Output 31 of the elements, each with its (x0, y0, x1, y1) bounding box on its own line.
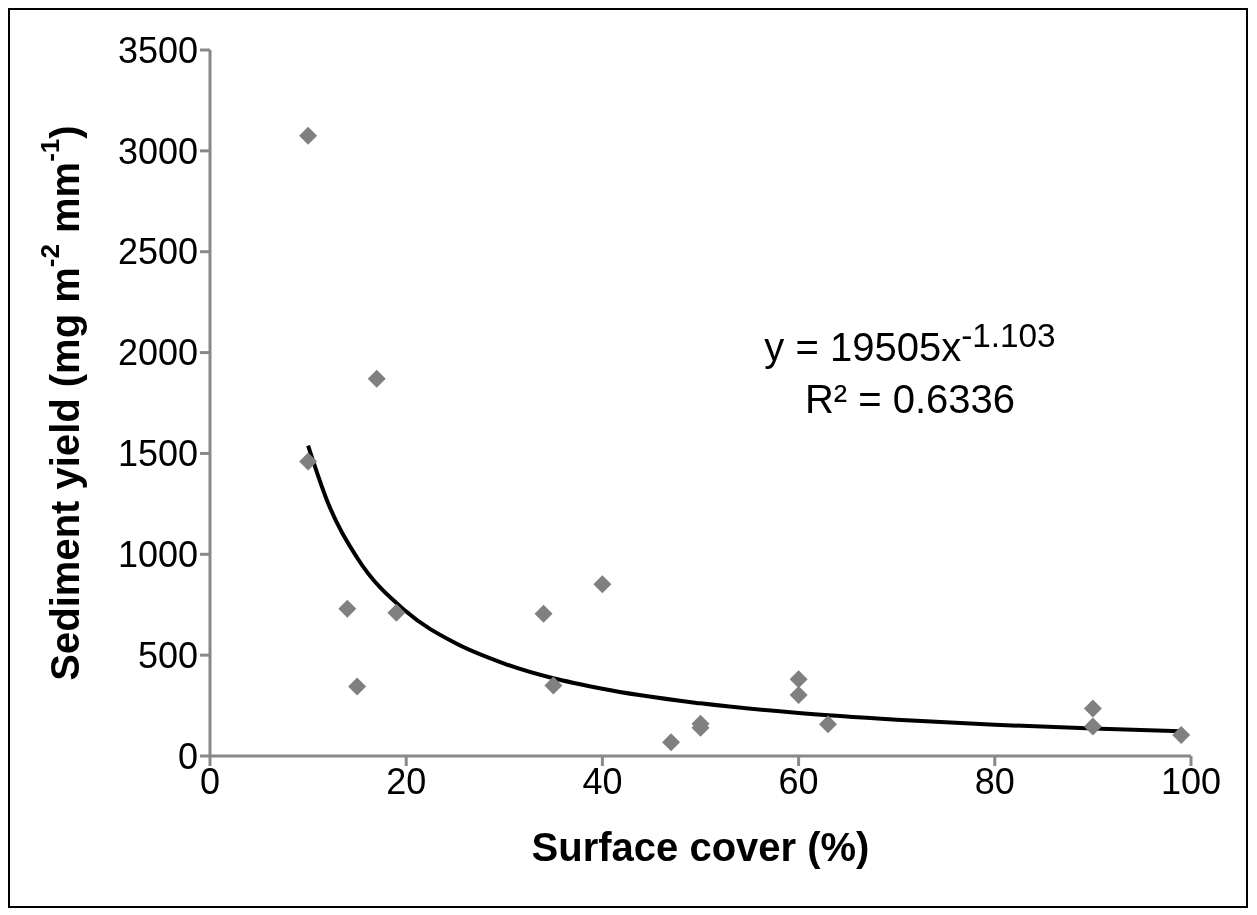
x-tick-label: 20 (386, 760, 427, 802)
x-axis-title: Surface cover (%) (531, 825, 870, 869)
annotation: R² = 0.6336 (803, 376, 1017, 424)
y-tick-label: 1000 (117, 534, 198, 576)
point (544, 676, 563, 695)
y-tick-label: 500 (137, 634, 198, 676)
point (387, 603, 406, 622)
point (348, 677, 367, 696)
point (593, 575, 612, 594)
point (789, 670, 808, 689)
y-tick-label: 3000 (117, 130, 198, 172)
point (1083, 717, 1102, 736)
point (1172, 726, 1191, 745)
y-tick-label: 1500 (117, 433, 198, 475)
x-tick-label: 100 (1160, 760, 1222, 802)
y-tick-label: 2000 (117, 332, 198, 374)
point (299, 452, 318, 471)
x-tick-label: 40 (582, 760, 623, 802)
point (299, 126, 318, 145)
x-tick-label: 80 (974, 760, 1015, 802)
point (662, 733, 681, 752)
y-tick-label: 2500 (117, 231, 198, 273)
annotation: y = 19505x$^{-1.103}$ (763, 316, 1057, 372)
point (819, 715, 838, 734)
point (367, 369, 386, 388)
y-tick-label: 3500 (117, 29, 198, 71)
point (338, 599, 357, 618)
point (789, 685, 808, 704)
point (534, 604, 553, 623)
point (1083, 699, 1102, 718)
x-tick-label: 60 (778, 760, 819, 802)
